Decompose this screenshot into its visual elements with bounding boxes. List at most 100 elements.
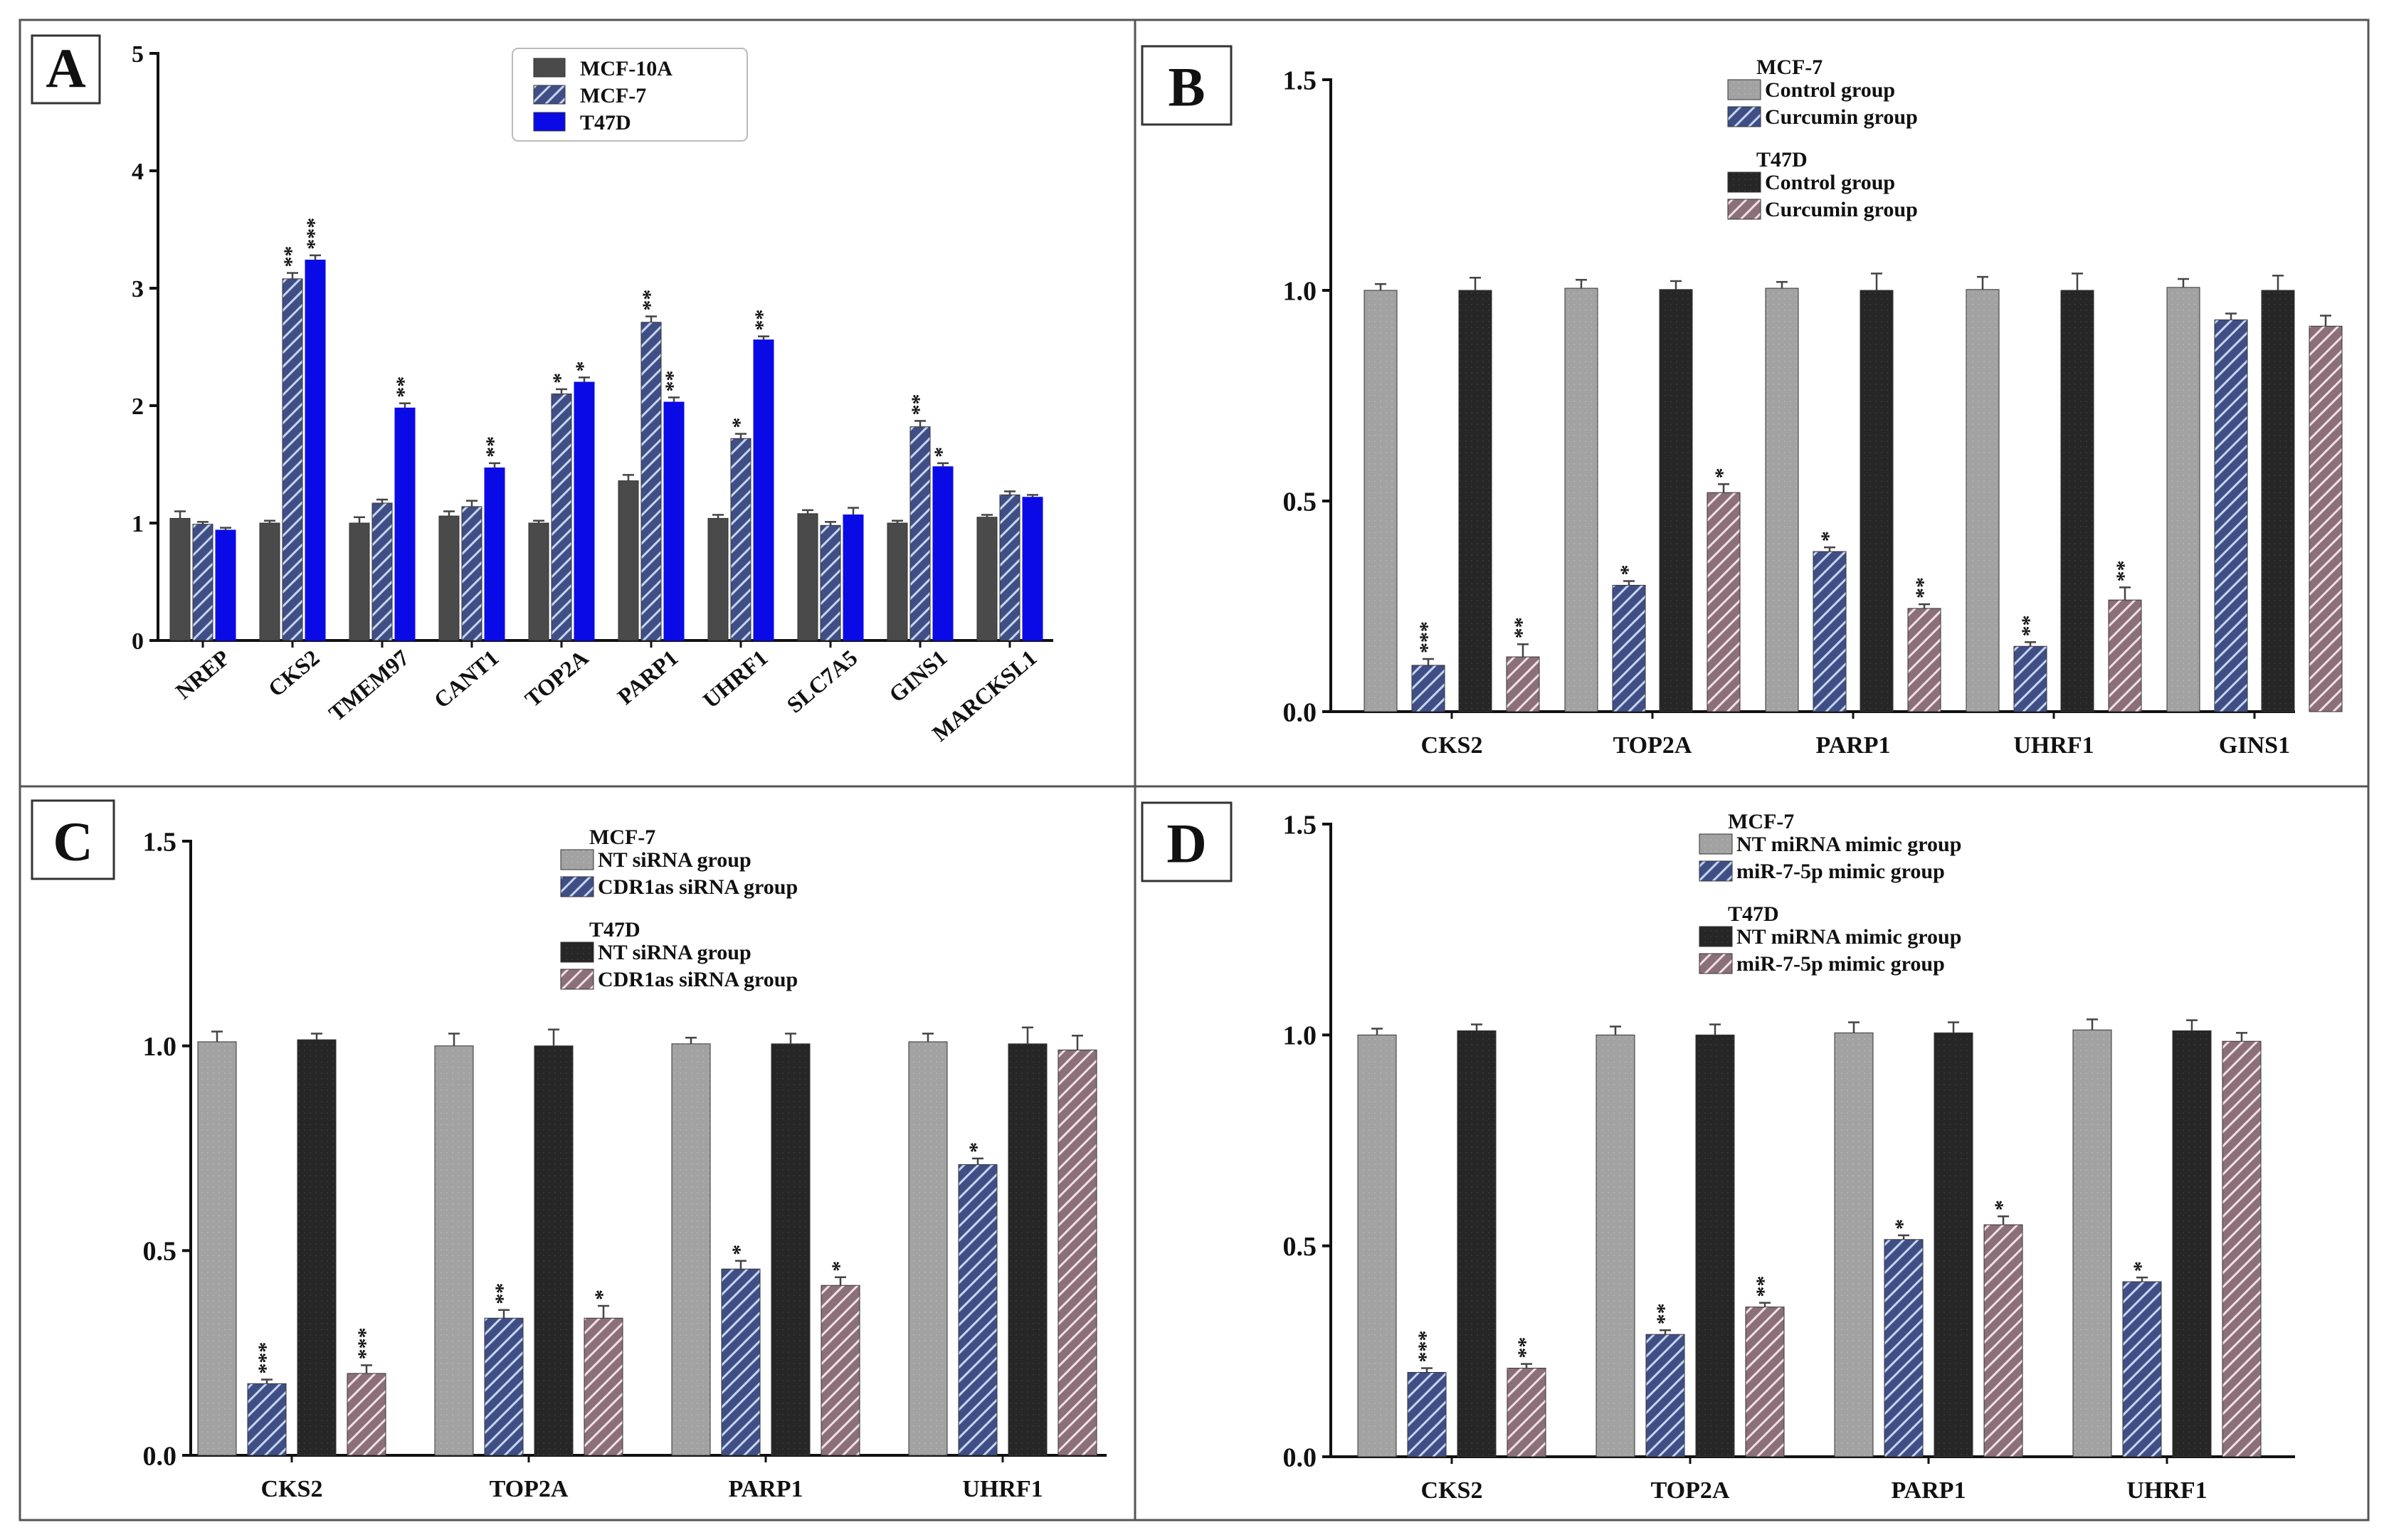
bar (305, 259, 326, 641)
panel-label: C (53, 811, 93, 872)
legend-group-title: T47D (1728, 902, 1779, 926)
legend-swatch (1699, 953, 1733, 974)
panel-label-box (1141, 801, 1233, 882)
bar (1411, 665, 1445, 712)
bar (2122, 1281, 2162, 1457)
significance-label: ** (661, 370, 685, 391)
category-label: CKS2 (1421, 1477, 1483, 1504)
panel-a-chart: A012345NREP*****CKS2**TMEM97**CANT1**TOP… (31, 34, 1053, 747)
bar (2072, 1029, 2112, 1457)
significance-label: ** (482, 436, 505, 458)
legend-entry: MCF-7 (580, 84, 646, 107)
legend-group-title: MCF-7 (1756, 56, 1823, 79)
legend-entry: CDR1as siRNA group (598, 875, 798, 899)
legend-swatch (1727, 172, 1761, 193)
bar (730, 438, 751, 641)
bar (820, 524, 841, 641)
bar (771, 1043, 811, 1456)
significance-label: *** (1414, 1331, 1438, 1363)
category-label: TOP2A (490, 1476, 569, 1502)
y-tick-label: 0 (132, 628, 144, 655)
significance-label: ** (1911, 577, 1935, 598)
bar (1707, 492, 1741, 712)
bar (1457, 1030, 1497, 1457)
bar (707, 517, 729, 641)
bar (2309, 325, 2343, 712)
legend-entry: NT miRNA mimic group (1736, 925, 1961, 949)
bar (640, 322, 662, 641)
panel-label-box (31, 799, 115, 880)
significance-label: * (1817, 531, 1840, 542)
bar (1645, 1334, 1685, 1457)
significance-label: * (1616, 564, 1640, 575)
bar (1745, 1307, 1785, 1457)
bar (1659, 289, 1693, 712)
significance-label: * (571, 361, 595, 371)
significance-label: * (728, 418, 751, 428)
bar (1008, 1043, 1048, 1456)
y-tick-label: 3 (132, 276, 144, 302)
legend-entry: miR-7-5p mimic group (1736, 860, 1945, 883)
panel-label-box (1141, 45, 1233, 126)
bar (434, 1045, 474, 1456)
category-label: PARP1 (613, 645, 683, 710)
significance-label: ** (1510, 617, 1534, 638)
bar (297, 1039, 337, 1456)
bar (618, 480, 639, 641)
bar (394, 407, 416, 641)
bar (584, 1317, 623, 1456)
y-tick-label: 0.5 (143, 1237, 177, 1267)
legend-group-title: MCF-7 (1728, 810, 1794, 833)
bar (887, 522, 908, 641)
legend-entry: T47D (580, 111, 631, 135)
bar (1407, 1371, 1447, 1457)
bar (197, 1041, 237, 1456)
category-label: TMEM97 (324, 645, 414, 726)
significance-label: ** (2112, 560, 2136, 581)
bar (958, 1164, 998, 1456)
bar (1057, 1049, 1097, 1456)
significance-label: * (930, 447, 954, 458)
significance-label: ** (1514, 1337, 1537, 1359)
bar (574, 381, 595, 641)
legend-swatch (1727, 79, 1761, 100)
category-label: PARP1 (1815, 732, 1890, 759)
bar (1884, 1239, 1924, 1457)
y-tick-label: 1.0 (1283, 276, 1317, 306)
legend-entry: MCF-10A (580, 57, 673, 80)
legend-group-title: T47D (589, 918, 640, 942)
significance-label: * (965, 1142, 988, 1153)
y-tick-label: 4 (132, 159, 144, 185)
legend-entry: NT miRNA mimic group (1736, 833, 1961, 856)
significance-label: * (1711, 468, 1734, 478)
significance-label: ** (491, 1283, 515, 1304)
significance-label: *** (302, 218, 326, 250)
bar (1364, 290, 1398, 712)
bar (1834, 1032, 1874, 1457)
significance-label: *** (1415, 621, 1439, 653)
legend-swatch (533, 112, 566, 132)
bar (976, 517, 998, 641)
bar (909, 426, 931, 641)
bar (2214, 319, 2248, 712)
y-tick-label: 1.5 (1283, 65, 1317, 95)
bar (438, 515, 460, 641)
bar (1813, 551, 1847, 712)
category-label: TOP2A (519, 645, 593, 712)
bar (2172, 1030, 2212, 1457)
legend-swatch (560, 969, 594, 990)
figure-frame (19, 19, 2370, 1521)
category-label: UHRF1 (698, 645, 773, 713)
significance-label: * (549, 373, 572, 384)
bar (1765, 288, 1799, 712)
bar (932, 466, 954, 641)
category-label: TOP2A (1651, 1477, 1730, 1504)
legend-entry: NT siRNA group (598, 941, 751, 964)
bar (1612, 584, 1646, 712)
bar (534, 1045, 574, 1456)
significance-label: ** (1752, 1276, 1776, 1297)
bar (371, 502, 393, 641)
legend-entry: Control group (1765, 171, 1895, 194)
legend-group-title: T47D (1756, 148, 1808, 172)
